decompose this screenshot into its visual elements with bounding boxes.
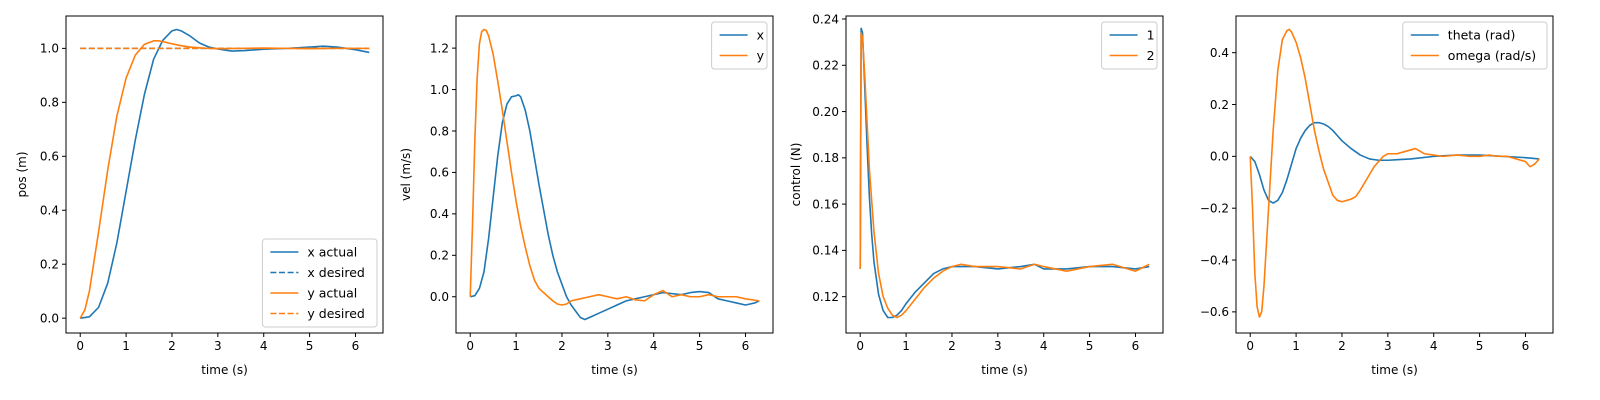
- x-axis-label: time (s): [201, 363, 248, 377]
- x-tick-label: 5: [306, 339, 314, 353]
- x-tick-label: 3: [1384, 339, 1392, 353]
- x-tick-label: 3: [604, 339, 612, 353]
- x-tick-label: 4: [650, 339, 658, 353]
- y-tick-label: 0.8: [40, 96, 59, 110]
- series-line-2: [469, 28, 760, 306]
- legend: theta (rad) omega (rad/s): [1402, 21, 1548, 70]
- x-tick-label: 6: [1522, 339, 1530, 353]
- axes-frame: [1235, 15, 1554, 334]
- x-tick-label: 5: [1086, 339, 1094, 353]
- legend-label-3: y actual: [307, 286, 357, 301]
- x-tick-label: 6: [742, 339, 750, 353]
- y-axis-label: vel (m/s): [399, 148, 413, 201]
- subplot-3: 0 1 2 3 4 5 60.120.140.160.180.200.220.24time …: [789, 12, 1164, 377]
- y-tick-label: 0.6: [430, 166, 449, 180]
- x-tick-label: 4: [1430, 339, 1438, 353]
- series-group: [79, 28, 370, 319]
- y-tick-label: −0.6: [1200, 305, 1229, 319]
- x-tick-label: 1: [122, 339, 130, 353]
- series-line-1: [80, 28, 370, 319]
- x-tick-label: 0: [466, 339, 474, 353]
- series-group: [1249, 28, 1540, 318]
- y-tick-label: 0.0: [1210, 150, 1229, 164]
- legend-label-2: x desired: [307, 265, 364, 280]
- legend-label-1: 1: [1147, 28, 1155, 43]
- axes-frame: [455, 15, 774, 334]
- subplot-4: 0 1 2 3 4 5 6 −0.6 −0.4 −0.2 0.0 0.2 0.4 time (s) thet…: [1200, 15, 1554, 377]
- x-tick-label: 2: [1338, 339, 1346, 353]
- x-tick-label: 0: [856, 339, 864, 353]
- y-tick-label: 1.0: [40, 42, 59, 56]
- legend-label-2: 2: [1147, 48, 1155, 63]
- legend-label-4: y desired: [307, 306, 364, 321]
- x-tick-label: 3: [214, 339, 222, 353]
- y-tick-label: 0.18: [812, 151, 839, 165]
- series-line-1: [859, 27, 1150, 319]
- y-tick-label: 0.0: [430, 290, 449, 304]
- legend: 12: [1101, 21, 1158, 70]
- x-tick-label: 1: [512, 339, 520, 353]
- y-tick-label: 1.0: [430, 83, 449, 97]
- y-axis-label: control (N): [789, 143, 803, 207]
- x-tick-label: 4: [1040, 339, 1048, 353]
- x-tick-label: 0: [76, 339, 84, 353]
- subplot-1: 0 1 2 3 4 5 6 0.0 0.2 0.4 0.6 0.8 1.0 time (s) pos (m)…: [15, 15, 384, 377]
- x-tick-label: 2: [948, 339, 956, 353]
- y-tick-label: 0.4: [40, 204, 59, 218]
- series-line-1: [470, 93, 760, 321]
- series-group: [859, 27, 1150, 319]
- legend-box: [1402, 21, 1548, 70]
- legend-label-1: x: [757, 28, 764, 43]
- y-tick-label: 0.2: [430, 249, 449, 263]
- legend-label-1: theta (rad): [1448, 28, 1516, 43]
- legend: xy: [711, 21, 768, 70]
- x-tick-label: 6: [352, 339, 360, 353]
- x-axis-label: time (s): [591, 363, 638, 377]
- legend: x actual x desired y actual y desired: [261, 238, 378, 328]
- y-tick-label: 0.22: [812, 59, 839, 73]
- y-tick-label: 0.2: [1210, 98, 1229, 112]
- x-tick-label: 1: [1292, 339, 1300, 353]
- y-tick-label: 0.2: [40, 258, 59, 272]
- y-tick-label: 0.8: [430, 124, 449, 138]
- x-tick-label: 0: [1246, 339, 1254, 353]
- x-tick-label: 2: [168, 339, 176, 353]
- series-line-1: [1249, 121, 1540, 204]
- legend-box: [261, 238, 378, 328]
- x-tick-label: 3: [994, 339, 1002, 353]
- x-tick-label: 1: [902, 339, 910, 353]
- subplot-2: 0 1 2 3 4 5 6 0.0 0.2 0.4 0.6 0.8 1.0 1.2 time (s) vel …: [399, 15, 774, 377]
- y-tick-label: 0.14: [812, 244, 839, 258]
- axes-frame: [845, 15, 1164, 334]
- y-tick-label: 0.4: [1210, 46, 1229, 60]
- y-tick-label: 0.12: [812, 290, 839, 304]
- y-tick-label: 0.4: [430, 207, 449, 221]
- y-tick-label: −0.4: [1200, 253, 1229, 267]
- y-tick-label: 0.0: [40, 311, 59, 325]
- y-tick-label: 0.16: [812, 197, 839, 211]
- x-tick-label: 5: [696, 339, 704, 353]
- x-tick-label: 4: [260, 339, 268, 353]
- x-tick-label: 2: [558, 339, 566, 353]
- legend-box: [1101, 21, 1158, 70]
- x-tick-label: 5: [1476, 339, 1484, 353]
- x-axis-label: time (s): [1371, 363, 1418, 377]
- y-tick-label: −0.2: [1200, 201, 1229, 215]
- y-tick-label: 0.20: [812, 105, 839, 119]
- legend-label-1: x actual: [307, 245, 357, 260]
- x-tick-label: 6: [1132, 339, 1140, 353]
- legend-label-2: y: [757, 48, 765, 63]
- legend-box: [711, 21, 768, 70]
- series-group: [469, 28, 760, 321]
- y-axis-label: pos (m): [15, 151, 29, 197]
- series-line-2: [859, 32, 1150, 319]
- y-tick-label: 1.2: [430, 41, 449, 55]
- y-tick-label: 0.6: [40, 150, 59, 164]
- legend-label-2: omega (rad/s): [1448, 48, 1536, 63]
- x-axis-label: time (s): [981, 363, 1028, 377]
- series-line-2: [1249, 28, 1540, 318]
- y-tick-label: 0.24: [812, 12, 839, 26]
- axes-frame: [65, 15, 384, 334]
